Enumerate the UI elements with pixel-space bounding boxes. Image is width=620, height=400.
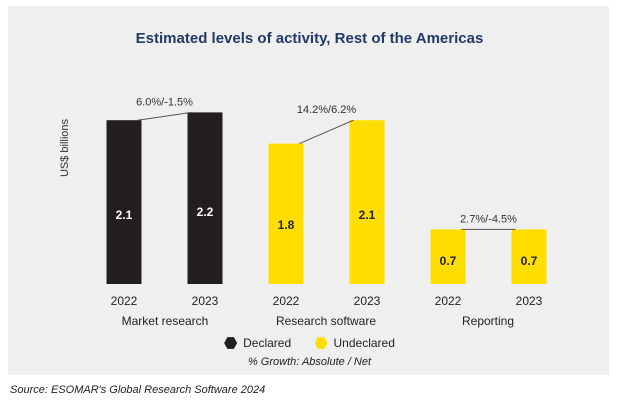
data-label-reporting-2023: 0.7 [521,254,538,268]
bar-market-research-2022 [106,120,142,284]
data-label-market-research-2023: 2.2 [197,205,214,219]
data-label-reporting-2022: 0.7 [440,254,457,268]
tick-label-research-software-2022: 2022 [273,294,300,308]
category-label-market-research: Market research [122,314,209,328]
legend: Declared Undeclared [0,336,619,353]
tick-label-market-research-2022: 2022 [111,294,138,308]
declared-swatch-icon [224,337,238,349]
legend-item-declared: Declared [224,336,291,350]
legend-label-declared: Declared [243,336,292,350]
bar-research-software-2022 [268,143,304,284]
tick-label-reporting-2022: 2022 [435,294,462,308]
bar-reporting-2022 [430,229,466,284]
undeclared-swatch-icon [314,337,328,349]
legend-item-undeclared: Undeclared [314,336,395,350]
bar-reporting-2023 [511,229,547,284]
category-label-reporting: Reporting [462,314,514,328]
tick-label-market-research-2023: 2023 [192,294,219,308]
data-label-research-software-2022: 1.8 [278,218,295,232]
chart-title: Estimated levels of activity, Rest of th… [135,30,484,47]
growth-connector-research-software [299,119,354,145]
data-label-research-software-2023: 2.1 [359,208,376,222]
bar-research-software-2023 [349,120,385,284]
tick-label-reporting-2023: 2023 [516,294,543,308]
category-label-research-software: Research software [276,314,376,328]
tick-label-research-software-2023: 2023 [354,294,381,308]
growth-label-market-research: 6.0%/-1.5% [136,96,193,108]
data-label-market-research-2022: 2.1 [116,208,133,222]
growth-connector-market-research [137,111,192,121]
bar-market-research-2023 [187,112,223,285]
legend-label-undeclared: Undeclared [333,336,395,350]
growth-note: % Growth: Absolute / Net [247,356,372,368]
growth-label-reporting: 2.7%/-4.5% [460,213,517,225]
growth-label-research-software: 14.2%/6.2% [297,104,357,116]
source-note: Source: ESOMAR's Global Research Softwar… [10,384,266,396]
